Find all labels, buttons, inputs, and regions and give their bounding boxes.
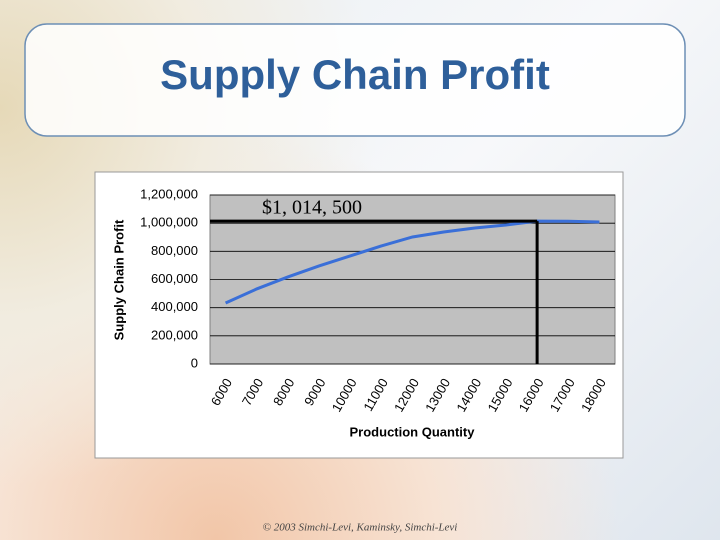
y-tick-label: 1,200,000 [140,186,198,201]
annotation: $1, 014, 500 [262,197,362,219]
y-tick-label: 1,000,000 [140,215,198,230]
y-tick-label: 200,000 [151,327,198,342]
x-axis-label: Production Quantity [350,424,476,439]
y-axis-label: Supply Chain Profit [111,219,126,340]
y-tick-label: 0 [191,355,198,370]
y-tick-label: 800,000 [151,243,198,258]
chart-title: Supply Chain Profit [160,51,550,98]
y-tick-label: 400,000 [151,299,198,314]
footer: © 2003 Simchi-Levi, Kaminsky, Simchi-Lev… [263,522,458,534]
title-box [24,23,686,137]
y-tick-label: 600,000 [151,271,198,286]
